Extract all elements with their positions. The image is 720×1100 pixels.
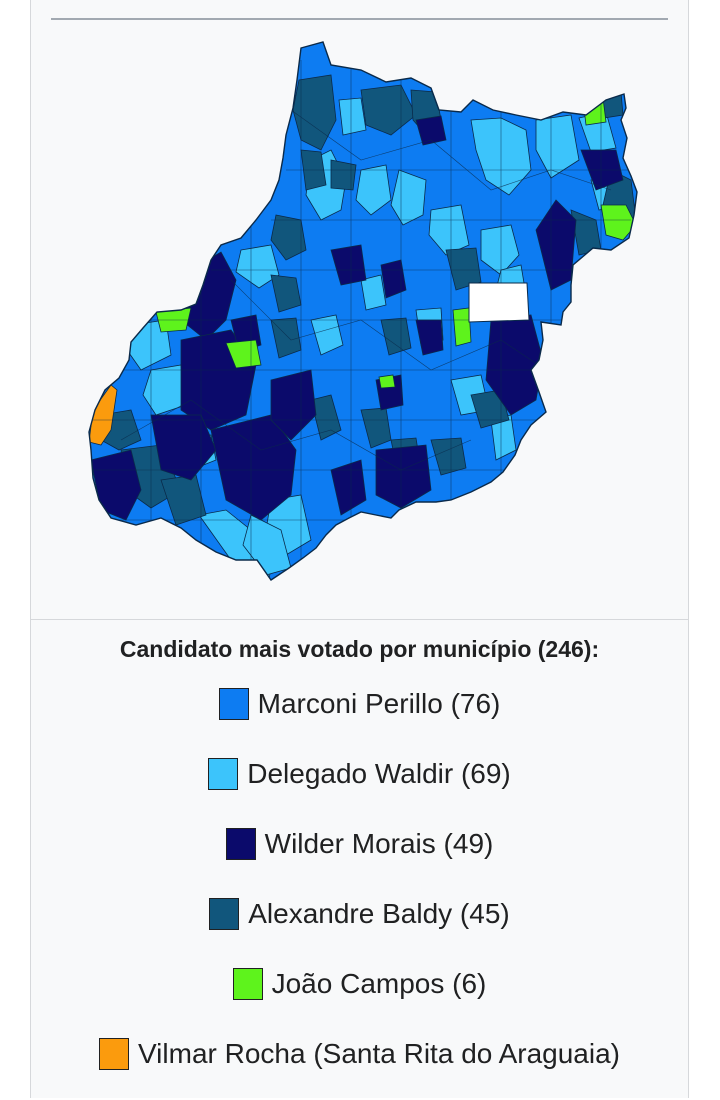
legend-item-delegado-waldir: Delegado Waldir (69) bbox=[31, 750, 688, 820]
legend-label: Delegado Waldir (69) bbox=[247, 758, 511, 789]
legend-label: Vilmar Rocha (Santa Rita do Araguaia) bbox=[138, 1038, 620, 1069]
legend-item-alexandre-baldy: Alexandre Baldy (45) bbox=[31, 890, 688, 960]
legend-title: Candidato mais votado por município (246… bbox=[119, 636, 600, 662]
legend-swatch bbox=[232, 968, 263, 1000]
legend-swatch bbox=[225, 828, 256, 860]
top-divider bbox=[51, 18, 668, 20]
legend-swatch bbox=[208, 758, 239, 790]
legend-swatch bbox=[99, 1038, 130, 1070]
municipality-regions bbox=[89, 42, 637, 580]
legend-label: João Campos (6) bbox=[271, 968, 487, 999]
legend-label: Wilder Morais (49) bbox=[264, 828, 494, 859]
infobox-panel: Candidato mais votado por município (246… bbox=[30, 0, 689, 1098]
legend-label: Marconi Perillo (76) bbox=[257, 688, 501, 719]
legend: Marconi Perillo (76) Delegado Waldir (69… bbox=[31, 680, 688, 1100]
legend-item-joao-campos: João Campos (6) bbox=[31, 960, 688, 1030]
legend-item-vilmar-rocha: Vilmar Rocha (Santa Rita do Araguaia) bbox=[31, 1030, 688, 1100]
map-svg bbox=[88, 41, 638, 581]
legend-item-wilder-morais: Wilder Morais (49) bbox=[31, 820, 688, 890]
blank-region bbox=[468, 282, 530, 323]
legend-divider bbox=[31, 619, 688, 620]
legend-swatch bbox=[209, 898, 240, 930]
legend-swatch bbox=[218, 688, 249, 720]
legend-item-marconi-perillo: Marconi Perillo (76) bbox=[31, 680, 688, 750]
goias-municipalities-map[interactable] bbox=[31, 20, 690, 618]
legend-label: Alexandre Baldy (45) bbox=[248, 898, 510, 929]
